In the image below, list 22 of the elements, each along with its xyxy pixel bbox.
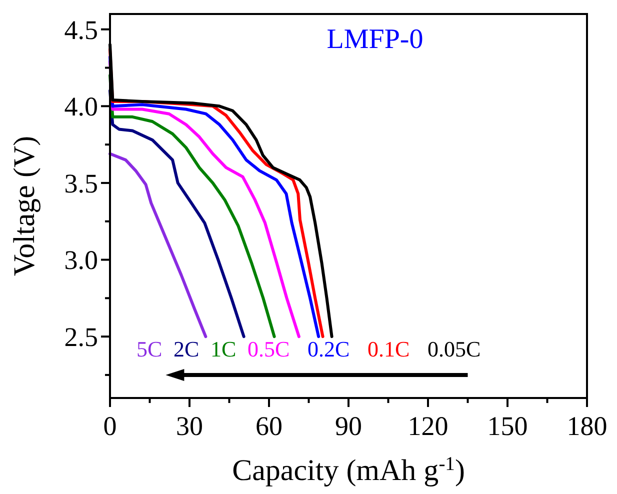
x-tick-label: 90 bbox=[335, 411, 362, 441]
x-tick-label: 30 bbox=[176, 411, 203, 441]
x-tick-label: 150 bbox=[487, 411, 528, 441]
x-tick-label: 120 bbox=[408, 411, 448, 441]
x-tick-label: 0 bbox=[103, 411, 117, 441]
y-tick-label: 3.0 bbox=[64, 245, 98, 276]
series-label: 2C bbox=[174, 336, 200, 362]
x-axis-title: Capacity (mAh g$^{-1}$) bbox=[232, 454, 465, 487]
chart-title: LMFP-0 bbox=[326, 24, 424, 55]
series-label: 1C bbox=[210, 336, 236, 362]
series-label: 5C bbox=[136, 336, 162, 362]
series-label: 0.2C bbox=[308, 336, 350, 362]
x-tick-label: 60 bbox=[256, 411, 282, 441]
text: 0.05C bbox=[428, 336, 481, 362]
y-tick-label: 4.5 bbox=[64, 14, 98, 45]
y-tick-label: 2.5 bbox=[64, 322, 98, 352]
y-tick-label: 3.5 bbox=[64, 168, 98, 198]
y-axis-title: Voltage (V) bbox=[8, 136, 41, 276]
y-tick-label: 4.0 bbox=[64, 92, 98, 122]
text: 0.1C bbox=[368, 336, 410, 362]
series-label: 0.5C bbox=[248, 336, 290, 362]
x-tick-label: 180 bbox=[566, 411, 608, 441]
